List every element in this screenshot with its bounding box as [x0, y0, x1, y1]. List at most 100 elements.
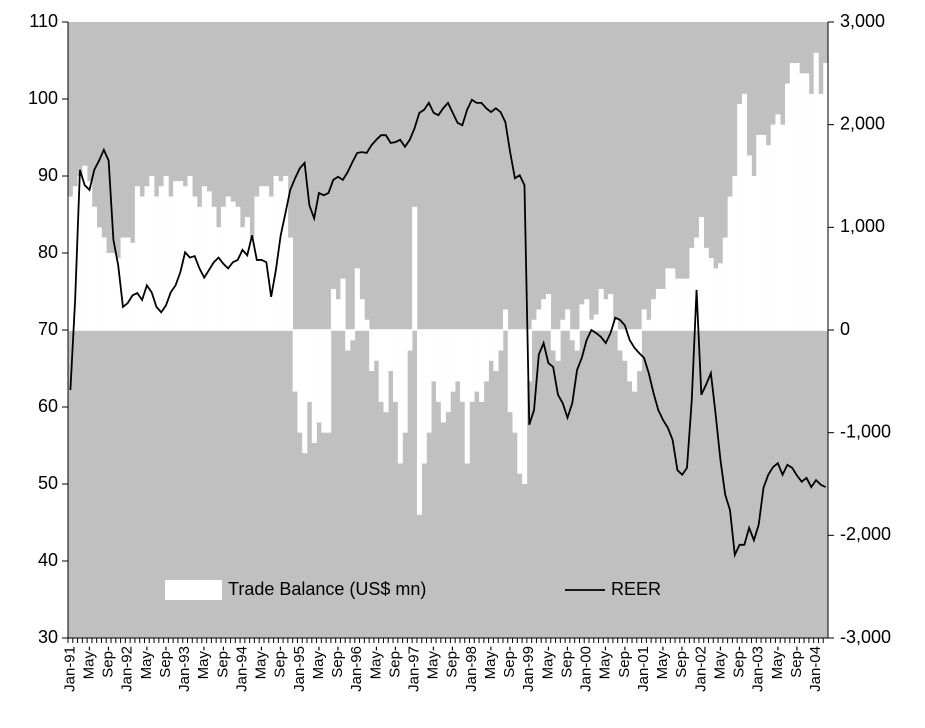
- y-tick-label: 80: [38, 242, 58, 262]
- bar: [545, 294, 552, 330]
- bar: [608, 294, 614, 330]
- bar: [254, 196, 260, 330]
- x-tick-label: Jan-03: [750, 646, 767, 692]
- bar: [287, 237, 293, 330]
- bar: [111, 253, 117, 330]
- bar: [149, 176, 155, 330]
- y2-tick-label: -3,000: [840, 627, 891, 647]
- bar: [651, 299, 657, 330]
- y-tick-label: 60: [38, 396, 58, 416]
- bar: [775, 114, 781, 331]
- bar: [531, 319, 537, 330]
- x-tick-label: May-: [711, 646, 728, 679]
- bar: [72, 186, 78, 330]
- bar: [163, 176, 169, 330]
- bar: [732, 176, 738, 330]
- bar: [541, 299, 547, 330]
- legend-label: Trade Balance (US$ mn): [228, 579, 426, 599]
- bar: [780, 124, 786, 331]
- bar: [106, 253, 112, 330]
- bar: [488, 330, 494, 361]
- bar: [813, 52, 819, 331]
- bar: [493, 330, 499, 372]
- bar: [330, 288, 336, 330]
- bar: [96, 227, 102, 330]
- x-tick-label: Sep-: [444, 646, 461, 678]
- y2-tick-label: -2,000: [840, 524, 891, 544]
- bar: [565, 309, 571, 330]
- bar: [115, 258, 121, 330]
- x-tick-label: Jan-96: [348, 646, 365, 692]
- bar: [402, 330, 408, 433]
- bar: [216, 227, 222, 330]
- x-tick-label: Sep-: [157, 646, 174, 678]
- bar: [154, 196, 160, 330]
- bar: [560, 319, 566, 330]
- bar: [87, 181, 93, 330]
- bar: [507, 330, 513, 413]
- bar: [321, 330, 327, 433]
- bar: [727, 196, 733, 330]
- bar: [589, 319, 595, 330]
- x-tick-label: Sep-: [616, 646, 633, 678]
- bar: [335, 299, 341, 330]
- bar: [603, 299, 609, 330]
- bar: [345, 330, 351, 351]
- bar: [297, 330, 303, 433]
- bar: [794, 63, 800, 331]
- bar: [713, 268, 719, 330]
- bar: [555, 330, 561, 361]
- bar: [474, 330, 480, 392]
- bar: [526, 330, 532, 382]
- x-tick-label: Jan-98: [463, 646, 480, 692]
- legend-swatch: [165, 580, 222, 600]
- x-tick-label: May-: [195, 646, 212, 679]
- x-tick-label: Jan-01: [635, 646, 652, 692]
- bar: [761, 134, 767, 330]
- bar: [388, 330, 394, 372]
- y2-tick-label: 3,000: [840, 11, 885, 31]
- bar: [670, 268, 676, 330]
- x-tick-label: May-: [367, 646, 384, 679]
- bar: [823, 63, 829, 331]
- bar: [350, 330, 356, 341]
- bar: [244, 217, 250, 330]
- bar: [130, 242, 136, 330]
- bar: [675, 278, 681, 330]
- bar: [450, 330, 456, 392]
- x-tick-label: Sep-: [731, 646, 748, 678]
- bar: [483, 330, 489, 382]
- y2-tick-label: 2,000: [840, 113, 885, 133]
- bar: [574, 330, 580, 351]
- bar: [598, 288, 604, 330]
- bar: [201, 186, 207, 330]
- bar: [679, 278, 685, 330]
- bar: [273, 176, 279, 330]
- bar: [612, 319, 618, 330]
- x-tick-label: Jan-92: [119, 646, 136, 692]
- bar: [665, 268, 671, 330]
- bar: [158, 186, 164, 330]
- x-tick-label: May-: [769, 646, 786, 679]
- bar: [751, 176, 757, 330]
- bar: [646, 319, 652, 330]
- line: [69, 98, 827, 559]
- x-tick-label: Jan-91: [61, 646, 78, 692]
- bar: [512, 330, 518, 433]
- bar: [440, 330, 446, 423]
- y2-tick-label: 1,000: [840, 216, 885, 236]
- x-tick-label: Jan-94: [233, 646, 250, 692]
- bar: [770, 124, 776, 331]
- bar: [584, 299, 590, 330]
- bar: [373, 330, 379, 361]
- bar: [722, 237, 728, 330]
- bar: [259, 186, 265, 330]
- bar: [436, 330, 442, 402]
- y2-tick-label: -1,000: [840, 421, 891, 441]
- bar: [804, 73, 810, 330]
- bar: [569, 330, 575, 341]
- x-tick-label: Sep-: [558, 646, 575, 678]
- x-tick-label: May-: [539, 646, 556, 679]
- bar: [445, 330, 451, 413]
- bar: [765, 145, 771, 330]
